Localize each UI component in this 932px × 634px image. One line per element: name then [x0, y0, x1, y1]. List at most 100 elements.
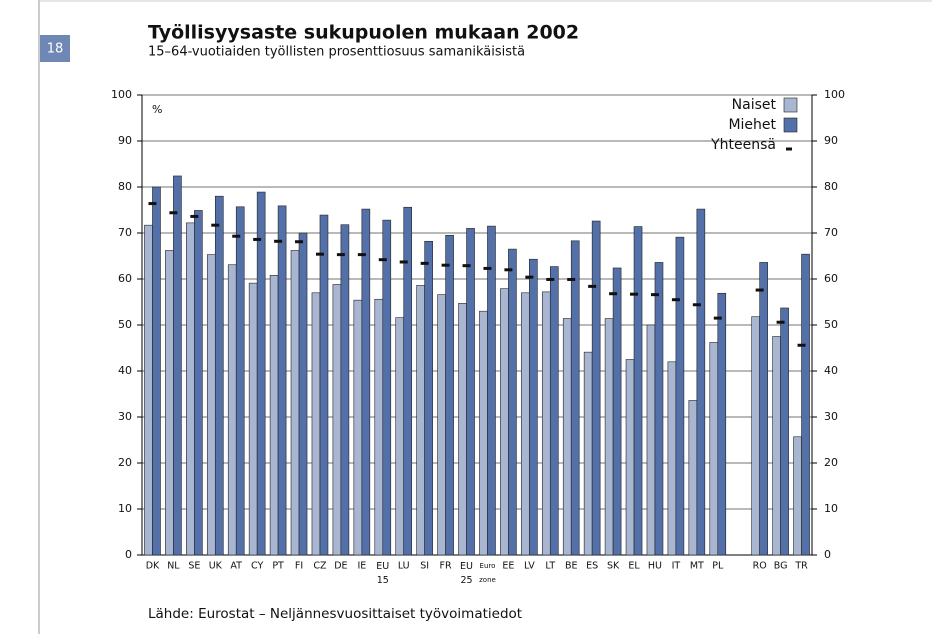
legend-label: Miehet [728, 117, 776, 133]
bar [612, 267, 622, 556]
x-tick-label: LU [398, 561, 410, 572]
bar [319, 214, 329, 556]
bar [165, 250, 174, 556]
bar [382, 219, 392, 556]
y-tick-label: 30 [118, 410, 132, 423]
bar [152, 186, 161, 556]
y2-tick-label: 100 [824, 88, 845, 101]
y2-tick-label: 30 [824, 410, 838, 423]
source: Lähde: Eurostat – Neljännesvuosittaiset … [148, 606, 522, 622]
y2-tick-label: 50 [824, 318, 838, 331]
bar [298, 232, 308, 556]
bar [332, 284, 342, 556]
x-tick-label: MT [690, 561, 704, 572]
bar [751, 316, 760, 556]
bar [696, 208, 706, 556]
bar [487, 225, 496, 556]
y-tick-label: 60 [118, 272, 132, 285]
bar [424, 240, 433, 556]
bar [717, 292, 727, 556]
x-tick-label: TR [794, 561, 808, 572]
y-tick-label: 40 [118, 364, 132, 377]
x-tick-label: FI [295, 561, 303, 572]
bar [570, 240, 580, 556]
bar [194, 210, 203, 556]
bar [688, 400, 698, 556]
chart-title: Työllisyysaste sukupuolen mukaan 2002 [148, 22, 579, 44]
x-tick-label: EU 15 [376, 561, 389, 586]
y2-tick-label: 0 [824, 548, 831, 561]
bar [458, 303, 467, 556]
x-tick-label: AT [230, 561, 242, 572]
bar [214, 195, 224, 556]
bar [445, 235, 454, 556]
bar [625, 359, 635, 556]
x-tick-label: LV [524, 561, 535, 572]
x-tick-label: PL [712, 561, 724, 572]
legend-label: Yhteensä [710, 137, 776, 153]
bar [759, 262, 768, 556]
x-tick-label: IT [672, 561, 681, 572]
y2-tick-label: 90 [824, 134, 838, 147]
y2-tick-label: 10 [824, 502, 838, 515]
bar [437, 294, 446, 556]
bar [549, 266, 559, 556]
bar [353, 299, 363, 556]
x-tick-label: DE [334, 561, 347, 572]
bar [416, 285, 425, 556]
bar [479, 310, 488, 556]
bar [772, 336, 781, 556]
bar [780, 307, 789, 556]
bar [144, 224, 153, 556]
bar [500, 288, 509, 556]
y-tick-label: 10 [118, 502, 132, 515]
x-tick-label: SK [607, 561, 620, 572]
x-tick-label: BG [774, 561, 788, 572]
legend-label: Naiset [732, 97, 777, 113]
bar [667, 361, 677, 556]
x-tick-label: LT [545, 561, 555, 572]
bar [361, 208, 371, 556]
bar [290, 250, 300, 556]
bar [521, 292, 530, 556]
bar [395, 317, 405, 556]
y2-tick-label: 20 [824, 456, 838, 469]
bar [269, 275, 279, 556]
page-number: 18 [47, 42, 64, 57]
bar [793, 436, 802, 556]
y-axis-label: % [152, 103, 162, 116]
y-tick-label: 70 [118, 226, 132, 239]
y2-tick-label: 70 [824, 226, 838, 239]
legend-swatch [783, 97, 798, 113]
bar [654, 262, 664, 556]
x-tick-label: CY [251, 561, 263, 572]
x-tick-label: FR [440, 561, 452, 572]
bar [235, 206, 245, 556]
bar [173, 175, 182, 556]
x-tick-label: HU [648, 561, 662, 572]
y2-tick-label: 80 [824, 180, 838, 193]
page-badge [40, 35, 70, 62]
bar [374, 298, 384, 556]
y2-tick-label: 40 [824, 364, 838, 377]
bar [248, 282, 258, 556]
bar [466, 228, 475, 556]
x-tick-label: SI [420, 561, 429, 572]
x-tick-label: EE [502, 561, 514, 572]
y-tick-label: 100 [111, 88, 132, 101]
bar [562, 318, 572, 556]
x-tick-label: IE [357, 561, 366, 572]
x-tick-label: Euro zone [479, 562, 496, 584]
bar [801, 253, 810, 556]
x-tick-label: SE [188, 561, 200, 572]
bar [633, 226, 643, 556]
x-tick-label: CZ [313, 561, 327, 572]
y-tick-label: 80 [118, 180, 132, 193]
bar [646, 324, 656, 556]
x-tick-label: PT [272, 561, 284, 572]
y-tick-label: 90 [118, 134, 132, 147]
bar [256, 191, 266, 556]
bar [340, 224, 350, 556]
bar [186, 222, 195, 556]
